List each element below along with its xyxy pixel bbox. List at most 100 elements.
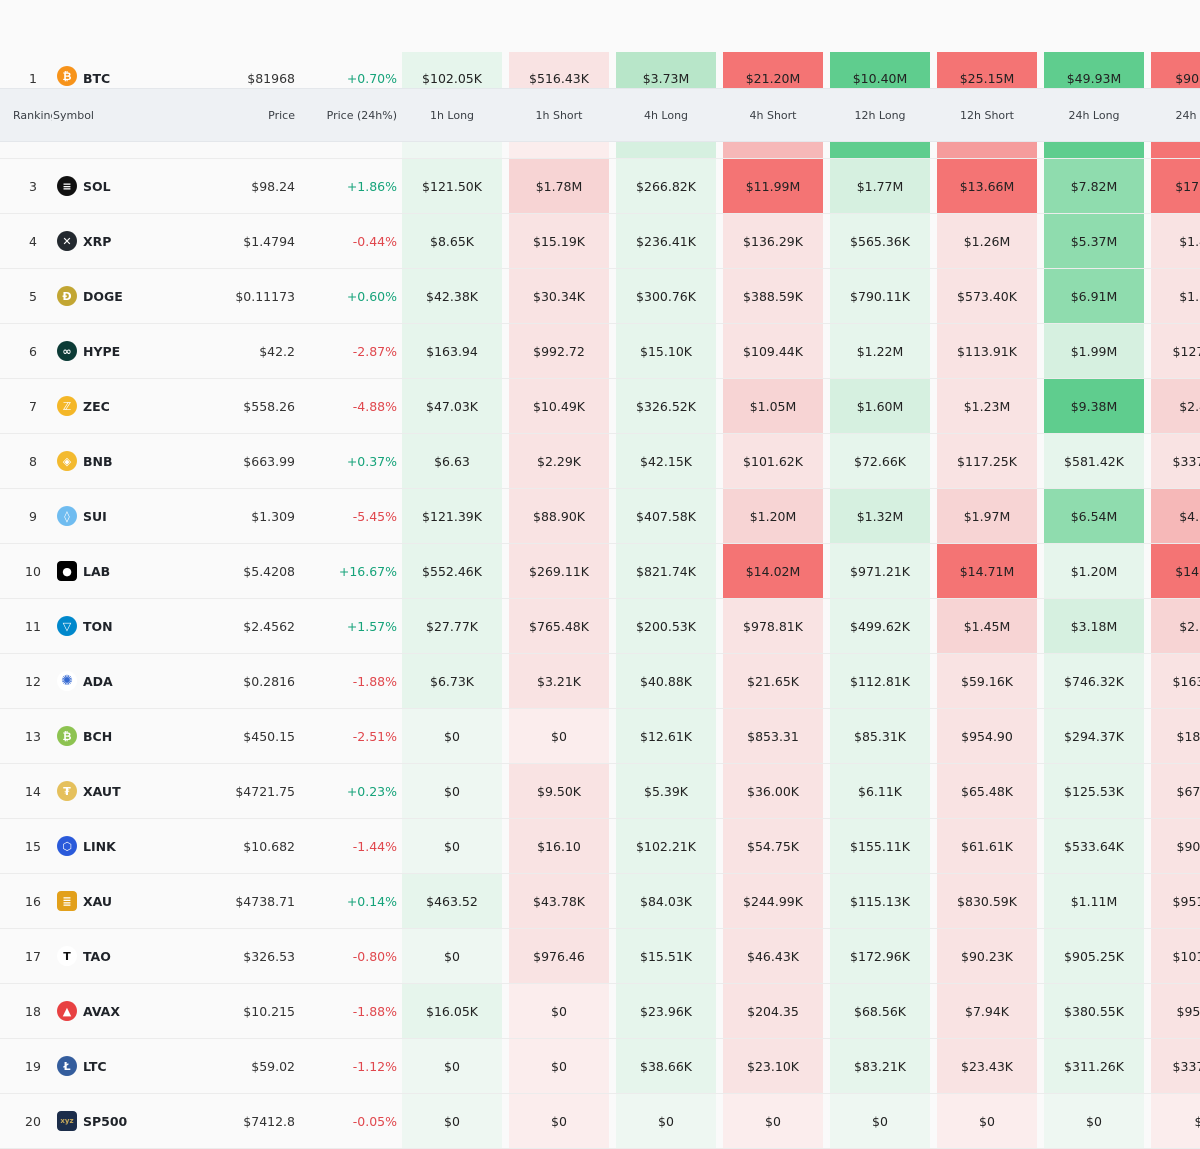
table-row[interactable]: 11 ▽ TON $2.4562 +1.57% $27.77K $765.48K $200.5… (0, 599, 1200, 654)
liq-1h-long-cell: $102.05K (402, 52, 502, 88)
symbol-cell[interactable]: ∞ HYPE (52, 324, 142, 378)
liq-4h-short-cell: $204.35 (723, 984, 823, 1038)
symbol-label: XRP (83, 233, 112, 249)
header-1h-long[interactable]: 1h Long (429, 108, 475, 122)
table-row[interactable]: 15 ⬡ LINK $10.682 -1.44% $0 $16.10 $102.21K $54.… (0, 819, 1200, 874)
symbol-cell[interactable]: xyz SP500 (52, 1094, 142, 1148)
symbol-cell[interactable]: ✕ XRP (52, 214, 142, 268)
liq-24h-short-cell: $14.91M (1151, 544, 1200, 598)
price-cell: $1.4794 (243, 233, 295, 249)
liq-4h-long-cell: $3.73M (616, 52, 716, 88)
liq-12h-long-cell: $68.56K (830, 984, 930, 1038)
symbol-cell[interactable]: ⬡ LINK (52, 819, 142, 873)
symbol-label: TAO (83, 948, 111, 964)
symbol-label: LINK (83, 838, 116, 854)
liq-1h-short-cell: $269.11K (509, 544, 609, 598)
liq-4h-long-cell: $40.88K (616, 654, 716, 708)
table-row[interactable]: 1 ₿ BTC $81968 +0.70% $102.05K $516.43K $3.73M $… (0, 52, 1200, 88)
liq-24h-long-cell: $0 (1044, 1094, 1144, 1148)
table-row[interactable]: 16 ≣ XAU $4738.71 +0.14% $463.52 $43.78K $84.03… (0, 874, 1200, 929)
liq-4h-short-cell: $36.00K (723, 764, 823, 818)
header-price-change[interactable]: Price (24h%) (326, 108, 397, 122)
liq-1h-long-cell: $0 (402, 1094, 502, 1148)
solana-icon: ≡ (57, 176, 77, 196)
header-12h-short[interactable]: 12h Short (960, 108, 1014, 122)
liq-12h-short-cell: $59.16K (937, 654, 1037, 708)
table-row[interactable]: 9 ◊ SUI $1.309 -5.45% $121.39K $88.90K $407.58K… (0, 489, 1200, 544)
symbol-cell[interactable]: ₿ BTC (52, 52, 142, 88)
table-row[interactable]: 3 ≡ SOL $98.24 +1.86% $121.50K $1.78M $266.82K $… (0, 159, 1200, 214)
table-row[interactable]: 4 ✕ XRP $1.4794 -0.44% $8.65K $15.19K $236.41K $… (0, 214, 1200, 269)
symbol-cell[interactable]: ₮ XAUT (52, 764, 142, 818)
liq-24h-short-cell: $17.64M (1151, 159, 1200, 213)
header-symbol[interactable]: Symbol (53, 108, 94, 122)
partial-cell (295, 140, 402, 158)
symbol-cell[interactable]: ◈ BNB (52, 434, 142, 488)
rank-cell: 14 (25, 783, 41, 799)
table-row[interactable]: 6 ∞ HYPE $42.2 -2.87% $163.94 $992.72 $15.10K $1… (0, 324, 1200, 379)
header-4h-short[interactable]: 4h Short (749, 108, 797, 122)
table-row[interactable]: 7 ℤ ZEC $558.26 -4.88% $47.03K $10.49K $326.52K… (0, 379, 1200, 434)
liq-24h-short-cell: $2.25M (1151, 599, 1200, 653)
header-1h-short[interactable]: 1h Short (535, 108, 583, 122)
table-row[interactable]: 18 ▲ AVAX $10.215 -1.88% $16.05K $0 $23.96K $204… (0, 984, 1200, 1039)
table-row[interactable]: 14 ₮ XAUT $4721.75 +0.23% $0 $9.50K $5.39K $36.0… (0, 764, 1200, 819)
hyperliquid-icon: ∞ (57, 341, 77, 361)
symbol-cell[interactable]: T TAO (52, 929, 142, 983)
table-row[interactable]: 13 ₿ BCH $450.15 -2.51% $0 $0 $12.61K $853.31 $85… (0, 709, 1200, 764)
symbol-cell[interactable]: ₿ BCH (52, 709, 142, 763)
table-row[interactable]: 8 ◈ BNB $663.99 +0.37% $6.63 $2.29K $42.15K $101… (0, 434, 1200, 489)
header-ranking[interactable]: Ranking (13, 108, 52, 122)
symbol-cell[interactable]: ▽ TON (52, 599, 142, 653)
liq-4h-short-cell: $1.05M (723, 379, 823, 433)
symbol-cell[interactable]: ≣ XAU (52, 874, 142, 928)
header-4h-long[interactable]: 4h Long (643, 108, 689, 122)
liq-1h-long-cell: $27.77K (402, 599, 502, 653)
ton-icon: ▽ (57, 616, 77, 636)
liq-12h-long-cell: $6.11K (830, 764, 930, 818)
liq-1h-short-cell: $3.21K (509, 654, 609, 708)
symbol-cell[interactable]: ◊ SUI (52, 489, 142, 543)
price-cell: $326.53 (243, 948, 295, 964)
symbol-cell[interactable]: ✺ ADA (52, 654, 142, 708)
symbol-cell[interactable]: Ł LTC (52, 1039, 142, 1093)
symbol-label: ADA (83, 673, 113, 689)
liq-4h-long-cell: $300.76K (616, 269, 716, 323)
liq-24h-long-cell: $5.37M (1044, 214, 1144, 268)
price-change-cell: -5.45% (352, 508, 397, 524)
liq-1h-long-cell: $463.52 (402, 874, 502, 928)
rank-cell: 10 (25, 563, 41, 579)
liq-12h-short-cell: $25.15M (937, 52, 1037, 88)
liq-1h-long-cell: $121.39K (402, 489, 502, 543)
header-12h-long[interactable]: 12h Long (854, 108, 906, 122)
symbol-cell[interactable]: ≡ SOL (52, 159, 142, 213)
liq-12h-short-cell: $830.59K (937, 874, 1037, 928)
liq-12h-short-cell: $1.26M (937, 214, 1037, 268)
liq-12h-short-cell: $61.61K (937, 819, 1037, 873)
table-row[interactable]: 5 Ð DOGE $0.11173 +0.60% $42.38K $30.34K $300.7… (0, 269, 1200, 324)
table-row[interactable]: 12 ✺ ADA $0.2816 -1.88% $6.73K $3.21K $40.88K $2… (0, 654, 1200, 709)
table-row[interactable]: 17 T TAO $326.53 -0.80% $0 $976.46 $15.51K $46.4… (0, 929, 1200, 984)
symbol-cell[interactable]: ● LAB (52, 544, 142, 598)
header-price[interactable]: Price (268, 108, 295, 122)
rank-cell: 9 (29, 508, 37, 524)
liq-24h-short-cell: $2.47M (1151, 379, 1200, 433)
liq-24h-short-cell: $1.47M (1151, 214, 1200, 268)
price-change-cell: -2.87% (352, 343, 397, 359)
table-row[interactable]: 10 ● LAB $5.4208 +16.67% $552.46K $269.11K $821… (0, 544, 1200, 599)
price-change-cell: +1.86% (346, 178, 397, 194)
price-cell: $81968 (247, 71, 295, 86)
header-24h-long[interactable]: 24h Long (1068, 108, 1120, 122)
table-row[interactable]: 19 Ł LTC $59.02 -1.12% $0 $0 $38.66K $23.10K $83.… (0, 1039, 1200, 1094)
rank-cell: 17 (25, 948, 41, 964)
price-cell: $98.24 (251, 178, 295, 194)
header-24h-short[interactable]: 24h Short (1175, 108, 1200, 122)
xrp-icon: ✕ (57, 231, 77, 251)
symbol-label: TON (83, 618, 113, 634)
symbol-label: LTC (83, 1058, 107, 1074)
symbol-cell[interactable]: ℤ ZEC (52, 379, 142, 433)
zcash-icon: ℤ (57, 396, 77, 416)
symbol-cell[interactable]: ▲ AVAX (52, 984, 142, 1038)
symbol-cell[interactable]: Ð DOGE (52, 269, 142, 323)
